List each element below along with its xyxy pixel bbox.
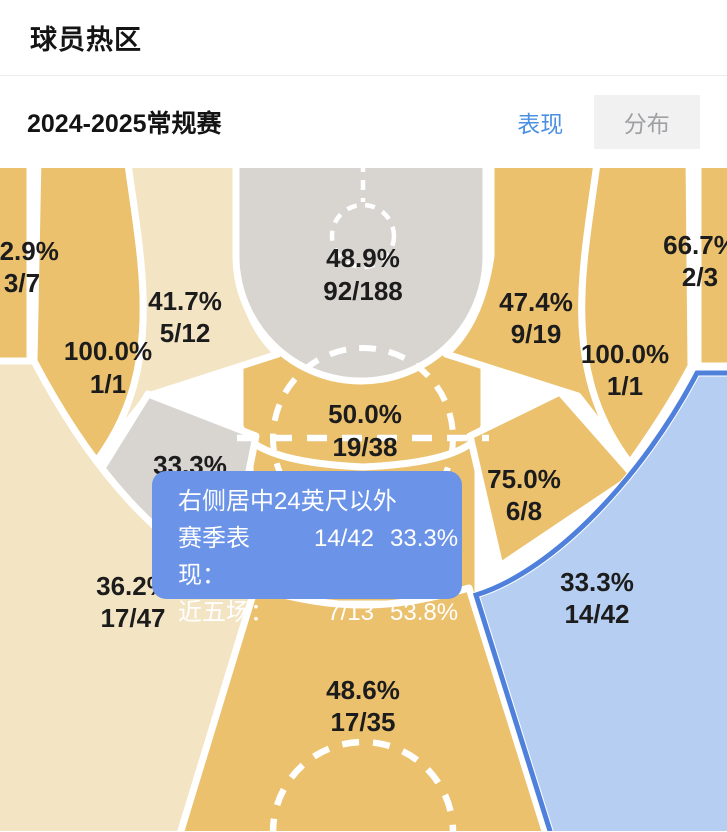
zone-label-frac: 19/38 xyxy=(332,432,397,462)
tooltip-row-label: 近五场： xyxy=(178,599,274,626)
zone-label-pct: 50.0% xyxy=(328,399,402,429)
zone-label-frac: 92/188 xyxy=(323,276,403,306)
tooltip-row-fraction: 7/13 xyxy=(327,599,374,626)
zone-label-frac: 14/42 xyxy=(564,599,629,629)
selected-zone-border xyxy=(472,370,727,831)
zone-right-corner-3[interactable] xyxy=(694,168,727,370)
zone-label-pct: 100.0% xyxy=(581,339,669,369)
zone-label-pct: 47.4% xyxy=(499,287,573,317)
zone-label-pct: 48.6% xyxy=(326,675,400,705)
tooltip-row-fraction: 14/42 xyxy=(313,525,374,552)
zone-label-frac: 17/35 xyxy=(330,707,395,737)
zone-label-pct: 66.7% xyxy=(663,230,727,260)
tooltip-last5-row: 近五场： 7/13 53.8% xyxy=(178,594,462,631)
zone-label-frac: 9/19 xyxy=(511,319,562,349)
zone-label-pct: 41.7% xyxy=(148,286,222,316)
tooltip-row-label: 赛季表现： xyxy=(178,525,250,589)
zone-label-pct: 33.3% xyxy=(560,567,634,597)
zone-close-range[interactable] xyxy=(232,168,490,385)
tooltip-season-row: 赛季表现： 14/42 33.3% xyxy=(178,520,462,594)
zone-label-frac: 2/3 xyxy=(682,262,718,292)
tooltip-row-pct: 53.8% xyxy=(390,599,459,626)
page-title: 球员热区 xyxy=(30,25,142,55)
zone-tooltip: 右侧居中24英尺以外 赛季表现： 14/42 33.3% 近五场： 7/13 5… xyxy=(152,471,462,626)
zone-label-pct: 48.9% xyxy=(326,243,400,273)
tab-group: 表现 分布 xyxy=(487,95,700,149)
zone-label-frac: 6/8 xyxy=(506,496,542,526)
season-row: 2024-2025常规赛 表现 分布 xyxy=(0,76,727,168)
tab-performance[interactable]: 表现 xyxy=(487,95,594,149)
zone-label-frac: 17/47 xyxy=(100,603,165,633)
zone-label-pct: 100.0% xyxy=(64,336,152,366)
zone-label-frac: 1/1 xyxy=(607,371,643,401)
shot-chart-svg: 48.9% 92/188 50.0% 19/38 42.9% 3/7 100.0… xyxy=(0,168,727,831)
tooltip-row-pct: 33.3% xyxy=(390,525,459,552)
app-header: 球员热区 xyxy=(0,0,727,76)
zone-label-frac: 5/12 xyxy=(160,318,211,348)
zone-label-frac: 1/1 xyxy=(90,369,126,399)
shot-chart: 48.9% 92/188 50.0% 19/38 42.9% 3/7 100.0… xyxy=(0,168,727,831)
rim-circle xyxy=(329,202,397,270)
zone-right-baseline-midrange[interactable] xyxy=(578,168,695,467)
zone-label-pct: 42.9% xyxy=(0,236,59,266)
season-label: 2024-2025常规赛 xyxy=(27,110,222,138)
tab-distribution[interactable]: 分布 xyxy=(623,111,670,137)
zone-right-low-midrange[interactable] xyxy=(466,388,638,570)
tooltip-title: 右侧居中24英尺以外 xyxy=(178,488,397,515)
zone-label-pct: 75.0% xyxy=(487,464,561,494)
zone-label-frac: 3/7 xyxy=(4,268,40,298)
